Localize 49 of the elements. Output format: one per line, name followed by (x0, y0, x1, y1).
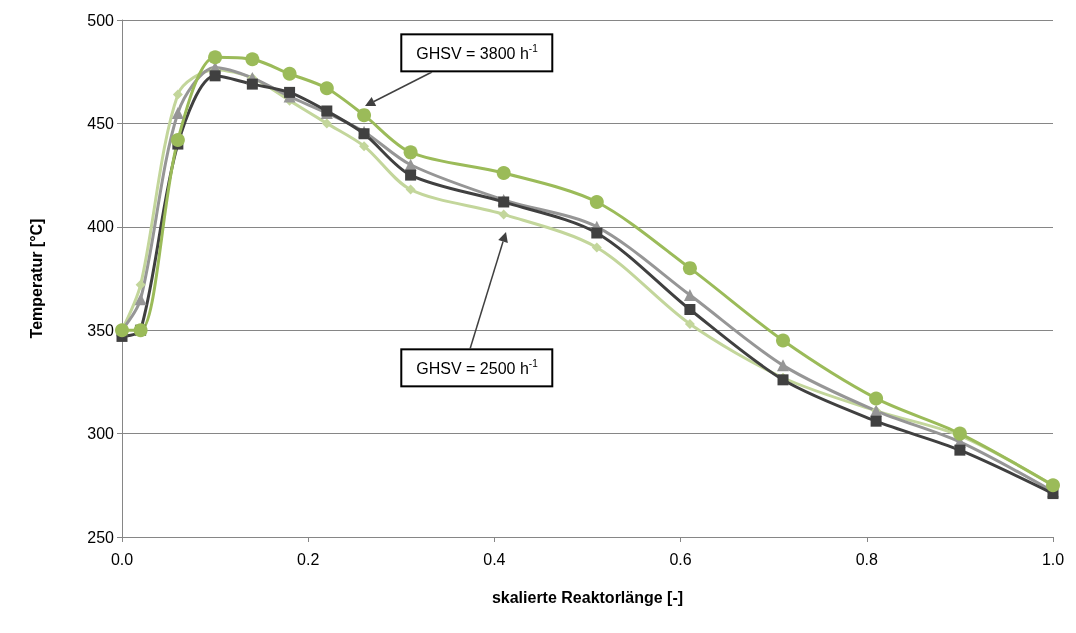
point (870, 415, 882, 427)
point (209, 70, 221, 82)
point (589, 194, 604, 209)
point (321, 118, 332, 129)
point (245, 52, 260, 67)
point (134, 293, 147, 306)
point (135, 279, 146, 290)
x-tick-label: 0.8 (855, 550, 879, 568)
point (171, 107, 184, 120)
point (282, 66, 297, 81)
point (498, 209, 509, 220)
y-tick-label: 500 (87, 11, 115, 29)
point (403, 145, 418, 160)
point (496, 166, 511, 181)
point (208, 50, 223, 65)
point (246, 78, 258, 90)
y-tick-label: 400 (87, 218, 115, 236)
annotation: GHSV = 3800 h$^{-1}$ (400, 33, 554, 73)
point (319, 81, 334, 96)
point (591, 242, 602, 253)
x-tick-label: 0.4 (483, 550, 506, 568)
point (172, 89, 183, 100)
point (682, 261, 697, 276)
point (170, 132, 185, 147)
x-tick-label: 0.2 (297, 550, 320, 568)
point (357, 108, 372, 123)
point (952, 426, 967, 441)
point (684, 304, 696, 316)
point (869, 391, 884, 406)
y-tick-label: 300 (87, 425, 115, 443)
point (684, 319, 695, 329)
point (359, 141, 370, 152)
annotation: GHSV = 2500 h$^{-1}$ (400, 348, 554, 388)
x-axis-title: skalierte Reaktorlänge [-] (491, 588, 684, 606)
y-tick-label: 450 (87, 114, 115, 132)
x-tick-label: 0.0 (110, 550, 134, 568)
point (405, 169, 417, 181)
y-tick-label: 250 (87, 528, 115, 546)
y-tick-label: 350 (87, 321, 115, 339)
point (683, 289, 696, 302)
point (591, 227, 603, 239)
x-tick-label: 1.0 (1041, 550, 1065, 568)
point (954, 444, 966, 456)
point (777, 359, 790, 372)
y-axis-title: Temperatur [°C] (27, 218, 45, 339)
point (405, 184, 416, 195)
point (776, 333, 791, 348)
point (284, 86, 296, 98)
x-tick-label: 0.6 (669, 550, 692, 568)
